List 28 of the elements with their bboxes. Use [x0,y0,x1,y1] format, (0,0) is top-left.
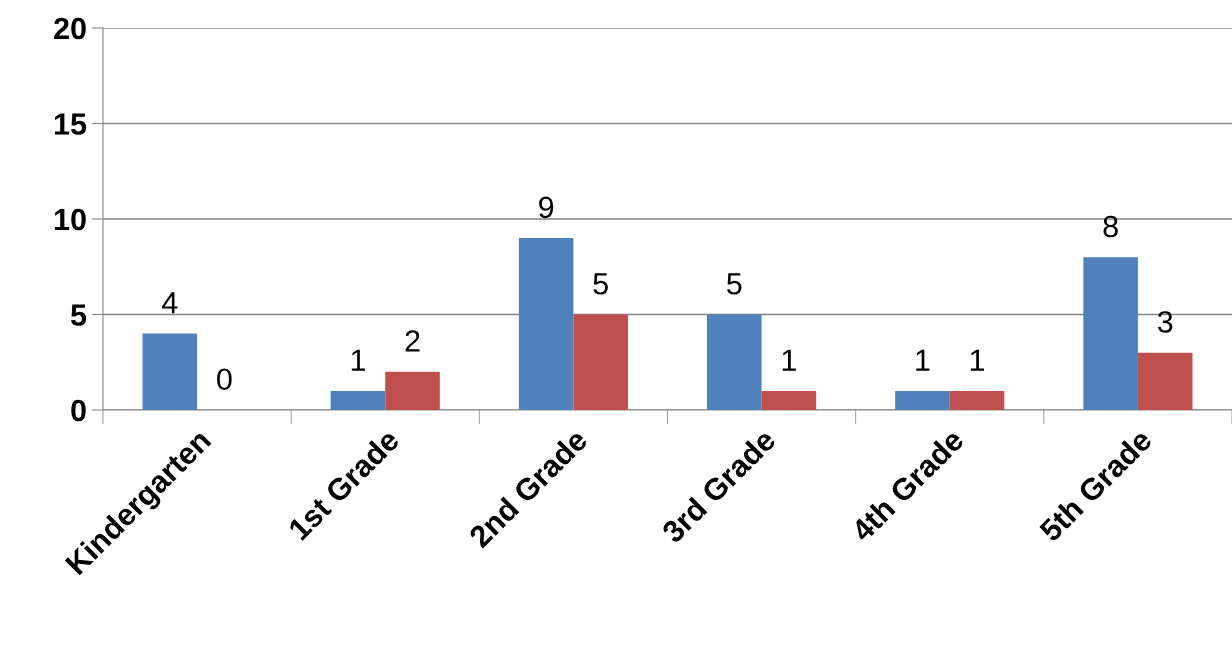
bar [330,390,386,410]
data-label: 1 [351,349,365,371]
data-label: 1 [916,349,930,371]
bar [1083,257,1138,410]
data-label: 3 [1157,311,1173,333]
y-tick-label: 0 [71,399,86,422]
data-label: 5 [727,273,742,295]
bar [949,390,1005,410]
bar [707,314,762,410]
y-tick-label: 10 [54,208,86,231]
y-tick-label: 20 [54,17,86,40]
bar [142,333,198,410]
bar [761,390,817,410]
data-label: 5 [593,273,608,295]
data-label: 8 [1103,215,1118,238]
bar [1137,352,1193,410]
data-label: 1 [970,349,985,371]
bar [895,390,950,410]
data-label: 4 [162,292,178,314]
y-tick-label: 15 [54,113,87,135]
data-label: 9 [539,196,554,219]
data-label: 2 [405,330,420,352]
bar [518,238,574,410]
data-label: 0 [217,368,232,391]
y-tick-label: 5 [70,304,87,326]
bar [385,371,440,410]
data-label: 1 [782,349,796,371]
bar [573,314,628,410]
